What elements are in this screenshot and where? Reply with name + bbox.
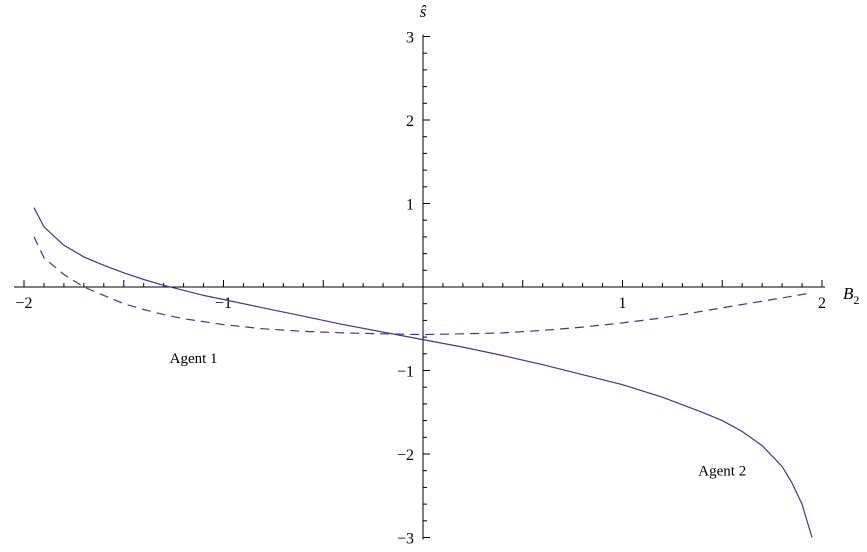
- x-tick-label: −1: [215, 295, 232, 312]
- x-axis-label-subscript: 2: [853, 293, 859, 307]
- series-layer: [33, 207, 813, 538]
- y-tick-label: −1: [397, 364, 414, 381]
- y-tick-label: −3: [397, 531, 414, 548]
- series-line-dashed: [33, 236, 813, 336]
- x-axis-label: B2: [843, 284, 859, 307]
- x-tick-label: 2: [818, 295, 826, 312]
- y-tick-label: 2: [406, 113, 414, 130]
- y-tick-label: −2: [397, 447, 414, 464]
- annotation-agent-2: Agent 2: [698, 464, 746, 480]
- x-tick-label: 1: [619, 295, 627, 312]
- x-tick-label: −2: [15, 295, 32, 312]
- annotation-agent-1: Agent 1: [170, 351, 218, 367]
- annotation-layer: Agent 1 Agent 2: [170, 351, 747, 480]
- y-axis: 3 2 1 −1 −2 −3 ŝ: [397, 2, 430, 548]
- series-line-solid: [33, 207, 813, 538]
- y-tick-label: 3: [406, 30, 414, 47]
- y-axis-label: ŝ: [420, 2, 427, 21]
- x-axis: −2 −1 1 2B2: [14, 280, 859, 312]
- y-tick-label: 1: [406, 197, 414, 214]
